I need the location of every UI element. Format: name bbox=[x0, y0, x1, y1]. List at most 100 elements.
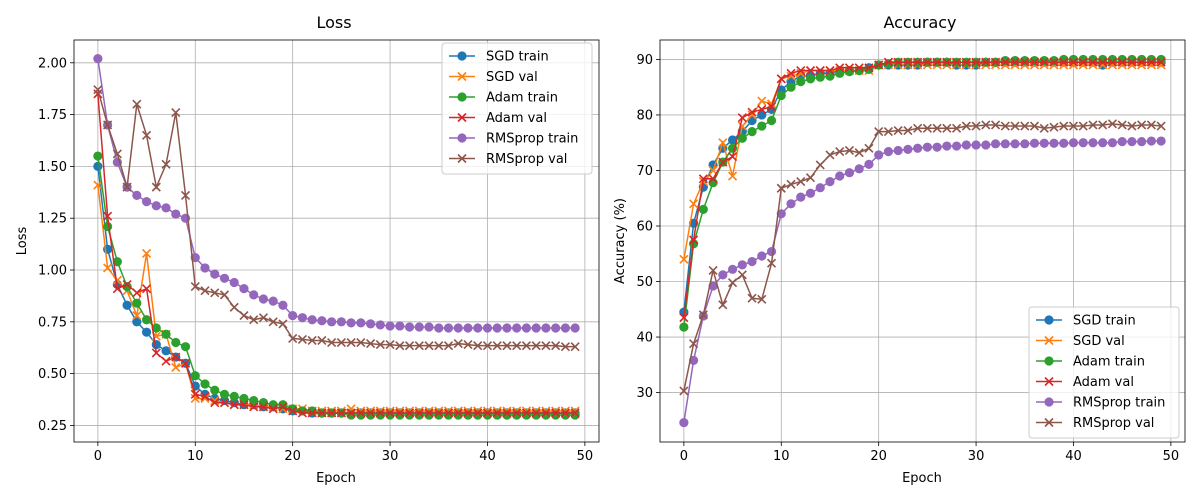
loss-series-3-point-47 bbox=[551, 408, 561, 418]
loss-series-5-point-5 bbox=[141, 130, 152, 140]
loss-series-5-point-37 bbox=[453, 339, 463, 349]
loss-legend: SGD train SGD val Adam train Adam val RMSpro… bbox=[441, 42, 593, 175]
accuracy-series-3-point-7 bbox=[747, 107, 757, 117]
accuracy-series-4-point-9 bbox=[766, 246, 777, 257]
accuracy-series-5-point-38 bbox=[1049, 122, 1059, 132]
loss-series-5-line bbox=[97, 89, 576, 348]
loss-legend-box bbox=[441, 42, 593, 175]
accuracy-legend-marker-4 bbox=[1044, 397, 1054, 407]
loss-series-3-point-20 bbox=[288, 406, 298, 416]
loss-series-5-point-10 bbox=[190, 282, 200, 292]
accuracy-series-4-point-0 bbox=[679, 417, 689, 428]
accuracy-series-2-point-2 bbox=[698, 204, 708, 214]
loss-xtick-label-4: 40 bbox=[479, 449, 496, 464]
loss-series-4-point-36 bbox=[443, 323, 454, 333]
accuracy-series-5-point-30 bbox=[971, 121, 981, 131]
accuracy-series-5-point-0 bbox=[679, 386, 689, 396]
accuracy-series-3-point-44 bbox=[1107, 57, 1118, 67]
loss-series-5-point-2 bbox=[112, 149, 122, 159]
loss-series-4-point-39 bbox=[473, 323, 483, 333]
accuracy-series-0-point-8 bbox=[757, 110, 767, 120]
loss-series-1-point-8 bbox=[171, 362, 181, 372]
accuracy-series-3-point-48 bbox=[1146, 57, 1156, 67]
accuracy-series-4-point-19 bbox=[864, 159, 874, 169]
loss-legend-label-1: SGD val bbox=[486, 70, 538, 85]
loss-series-5-point-29 bbox=[375, 340, 385, 350]
accuracy-xtick-label-2: 20 bbox=[870, 449, 887, 464]
loss-series-4-point-11 bbox=[200, 263, 210, 273]
accuracy-series-3-point-32 bbox=[990, 57, 1001, 67]
loss-series-5-point-47 bbox=[551, 341, 561, 351]
accuracy-series-3-point-45 bbox=[1117, 57, 1127, 67]
loss-series-2-point-7 bbox=[161, 329, 171, 339]
accuracy-series-5-point-37 bbox=[1039, 123, 1049, 133]
loss-series-2-point-10 bbox=[190, 371, 200, 381]
loss-series-0-point-6 bbox=[151, 340, 161, 350]
accuracy-xtick-label-0: 0 bbox=[680, 449, 688, 464]
accuracy-legend-marker-5 bbox=[1044, 417, 1054, 428]
accuracy-series-2-point-6 bbox=[737, 133, 747, 143]
accuracy-series-5-point-39 bbox=[1059, 121, 1069, 131]
loss-series-5-point-34 bbox=[424, 341, 434, 351]
loss-series-5 bbox=[93, 85, 580, 352]
accuracy-series-4-point-36 bbox=[1029, 138, 1040, 148]
loss-series-5-point-13 bbox=[219, 290, 230, 300]
accuracy-series-5-point-43 bbox=[1098, 120, 1108, 130]
accuracy-series-4-point-29 bbox=[961, 140, 971, 150]
loss-series-3-point-43 bbox=[512, 408, 522, 418]
loss-series-3-point-49 bbox=[570, 408, 580, 418]
loss-series-3-point-34 bbox=[424, 408, 434, 418]
loss-series-5-point-21 bbox=[297, 334, 307, 344]
loss-series-5-point-23 bbox=[317, 335, 327, 346]
loss-series-3-point-9 bbox=[180, 358, 191, 368]
accuracy-series-3-point-6 bbox=[737, 113, 747, 123]
accuracy-series-2-point-12 bbox=[796, 77, 806, 87]
loss-series-2-point-5 bbox=[141, 315, 152, 325]
accuracy-series-2-point-7 bbox=[747, 127, 757, 137]
loss-series-5-point-12 bbox=[210, 288, 220, 298]
loss-series-4-point-7 bbox=[161, 203, 171, 213]
accuracy-series-4-point-38 bbox=[1049, 138, 1059, 148]
accuracy-series-4-point-14 bbox=[815, 183, 825, 193]
loss-ytick-label-4: 1.25 bbox=[38, 212, 67, 227]
accuracy-series-3-point-27 bbox=[942, 57, 952, 67]
accuracy-series-4-point-39 bbox=[1059, 138, 1069, 148]
loss-series-5-point-39 bbox=[473, 341, 483, 351]
loss-series-3-point-0 bbox=[93, 89, 103, 99]
accuracy-series-2-point-37 bbox=[1039, 55, 1049, 66]
loss-series-2-point-11 bbox=[200, 379, 210, 389]
accuracy-series-5-point-35 bbox=[1020, 121, 1030, 131]
accuracy-series-5-point-25 bbox=[922, 123, 932, 133]
accuracy-series-3-point-42 bbox=[1088, 57, 1098, 67]
accuracy-series-1-point-1 bbox=[689, 199, 699, 209]
loss-series-5-point-19 bbox=[278, 319, 288, 329]
accuracy-series-3-point-20 bbox=[874, 60, 884, 70]
loss-series-4-point-17 bbox=[258, 294, 269, 304]
accuracy-series-5-point-4 bbox=[718, 300, 728, 310]
accuracy-series-5-point-12 bbox=[796, 177, 806, 187]
accuracy-series-4-point-5 bbox=[727, 264, 738, 274]
loss-legend-label-0: SGD train bbox=[486, 50, 549, 65]
accuracy-series-1-point-0 bbox=[679, 254, 689, 264]
loss-series-3 bbox=[93, 89, 580, 418]
loss-series-4-point-31 bbox=[395, 321, 405, 331]
loss-legend-marker-5 bbox=[457, 153, 467, 164]
accuracy-series-5-point-2 bbox=[698, 310, 708, 320]
accuracy-series-5-point-29 bbox=[961, 121, 971, 131]
loss-series-4-point-16 bbox=[249, 290, 259, 300]
loss-series-5-point-4 bbox=[132, 99, 142, 109]
accuracy-series-4-point-45 bbox=[1117, 137, 1127, 147]
accuracy-series-2-point-34 bbox=[1010, 55, 1020, 66]
accuracy-series-5-point-8 bbox=[757, 294, 767, 304]
loss-series-3-point-37 bbox=[453, 408, 463, 418]
loss-ytick-label-0: 0.25 bbox=[38, 419, 67, 434]
accuracy-series-3-point-25 bbox=[922, 57, 932, 67]
loss-series-4-point-22 bbox=[307, 315, 317, 325]
loss-ytick-label-6: 1.75 bbox=[38, 108, 67, 123]
accuracy-series-3-point-23 bbox=[903, 57, 913, 67]
loss-series-4-point-35 bbox=[434, 323, 444, 333]
accuracy-legend-marker-1 bbox=[1044, 335, 1054, 346]
loss-xtick-label-2: 20 bbox=[284, 449, 301, 464]
loss-ytick-label-5: 1.50 bbox=[38, 160, 67, 175]
loss-series-4-point-19 bbox=[278, 300, 288, 310]
